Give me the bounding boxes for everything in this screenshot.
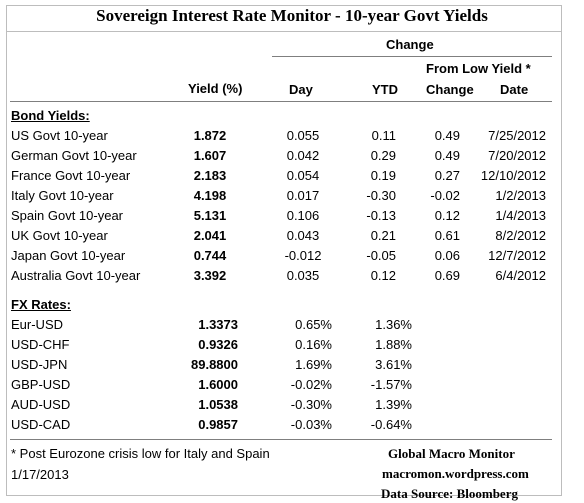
page-title: Sovereign Interest Rate Monitor - 10-yea…: [96, 6, 488, 25]
header-day: Day: [289, 82, 313, 97]
fx-pair: AUD-USD: [11, 397, 71, 412]
bond-day-change: 0.035: [286, 268, 320, 283]
bond-day-change: 0.055: [286, 128, 320, 143]
bond-ytd-change: -0.05: [366, 248, 396, 263]
fx-section-label: FX Rates:: [11, 297, 71, 312]
website: macromon.wordpress.com: [382, 466, 529, 481]
footer-rule: [10, 439, 552, 440]
bond-yield: 0.744: [193, 248, 227, 263]
fx-day-change: 1.69%: [295, 357, 332, 372]
fx-day-change: -0.03%: [290, 417, 332, 432]
bond-ytd-change: 0.21: [370, 228, 396, 243]
report-date: 1/17/2013: [11, 467, 69, 482]
bond-yield: 4.198: [193, 188, 227, 203]
fx-ytd-change: -0.64%: [370, 417, 412, 432]
bond-name: Italy Govt 10-year: [11, 188, 114, 203]
bond-day-change: 0.106: [286, 208, 320, 223]
bond-ytd-change: -0.30: [366, 188, 396, 203]
fx-pair: USD-JPN: [11, 357, 68, 372]
bond-name: France Govt 10-year: [11, 168, 131, 183]
bond-low-date: 8/2/2012: [495, 228, 546, 243]
fx-ytd-change: 3.61%: [375, 357, 412, 372]
bond-low-change: 0.27: [434, 168, 460, 183]
fx-pair: USD-CHF: [11, 337, 70, 352]
header-ytd: YTD: [372, 82, 398, 97]
bond-day-change: 0.042: [286, 148, 320, 163]
bond-section-label: Bond Yields:: [11, 108, 90, 123]
brand-name: Global Macro Monitor: [388, 446, 515, 461]
bond-name: UK Govt 10-year: [11, 228, 108, 243]
fx-ytd-change: 1.88%: [375, 337, 412, 352]
fx-day-change: -0.02%: [290, 377, 332, 392]
bond-day-change: -0.012: [284, 248, 322, 263]
bond-name: Spain Govt 10-year: [11, 208, 124, 223]
data-source: Data Source: Bloomberg: [381, 486, 518, 501]
fx-rate: 1.6000: [198, 377, 238, 392]
bond-name: German Govt 10-year: [11, 148, 137, 163]
fx-day-change: 0.16%: [295, 337, 332, 352]
bond-yield: 3.392: [193, 268, 227, 283]
fx-ytd-change: -1.57%: [370, 377, 412, 392]
bond-low-change: 0.49: [434, 128, 460, 143]
bond-low-change: 0.49: [434, 148, 460, 163]
bond-yield: 2.041: [193, 228, 227, 243]
bond-ytd-change: 0.12: [370, 268, 396, 283]
footnote: * Post Eurozone crisis low for Italy and…: [11, 446, 270, 461]
bond-low-date: 6/4/2012: [495, 268, 546, 283]
bond-ytd-change: 0.11: [371, 128, 396, 143]
bond-yield: 1.607: [193, 148, 227, 163]
bond-yield: 2.183: [193, 168, 227, 183]
fx-day-change: -0.30%: [290, 397, 332, 412]
bond-low-date: 12/10/2012: [480, 168, 546, 183]
bond-ytd-change: 0.19: [370, 168, 396, 183]
fx-rate: 1.0538: [198, 397, 238, 412]
bond-day-change: 0.017: [286, 188, 320, 203]
bond-low-date: 7/25/2012: [488, 128, 546, 143]
fx-ytd-change: 1.36%: [375, 317, 412, 332]
bond-low-change: -0.02: [430, 188, 460, 203]
fx-rate: 0.9857: [198, 417, 238, 432]
bond-low-change: 0.06: [434, 248, 460, 263]
bond-low-date: 7/20/2012: [488, 148, 546, 163]
fx-rate: 1.3373: [198, 317, 238, 332]
fx-pair: Eur-USD: [11, 317, 64, 332]
header-from-low: From Low Yield *: [426, 61, 531, 76]
bond-low-date: 1/4/2013: [495, 208, 546, 223]
fx-rate: 89.8800: [191, 357, 238, 372]
bond-name: Australia Govt 10-year: [11, 268, 141, 283]
header-low-date: Date: [500, 82, 529, 97]
fx-ytd-change: 1.39%: [375, 397, 412, 412]
bond-low-change: 0.12: [434, 208, 460, 223]
fx-rate: 0.9326: [198, 337, 238, 352]
bond-low-date: 12/7/2012: [488, 248, 546, 263]
bond-ytd-change: 0.29: [370, 148, 396, 163]
header-low-change: Change: [426, 82, 474, 97]
bond-day-change: 0.043: [286, 228, 320, 243]
bond-ytd-change: -0.13: [366, 208, 396, 223]
header-change-rule: [272, 56, 552, 57]
table-frame: [6, 5, 562, 496]
bond-low-date: 1/2/2013: [495, 188, 546, 203]
bond-name: Japan Govt 10-year: [11, 248, 126, 263]
bond-name: US Govt 10-year: [11, 128, 108, 143]
bond-low-change: 0.61: [434, 228, 460, 243]
bond-yield: 1.872: [193, 128, 227, 143]
fx-pair: USD-CAD: [11, 417, 71, 432]
header-yield: Yield (%): [188, 81, 243, 96]
header-bottom-rule: [10, 101, 552, 102]
title-divider: [6, 31, 562, 32]
bond-day-change: 0.054: [286, 168, 320, 183]
header-change: Change: [386, 37, 434, 52]
fx-day-change: 0.65%: [295, 317, 332, 332]
bond-low-change: 0.69: [434, 268, 460, 283]
bond-yield: 5.131: [193, 208, 227, 223]
fx-pair: GBP-USD: [11, 377, 71, 392]
